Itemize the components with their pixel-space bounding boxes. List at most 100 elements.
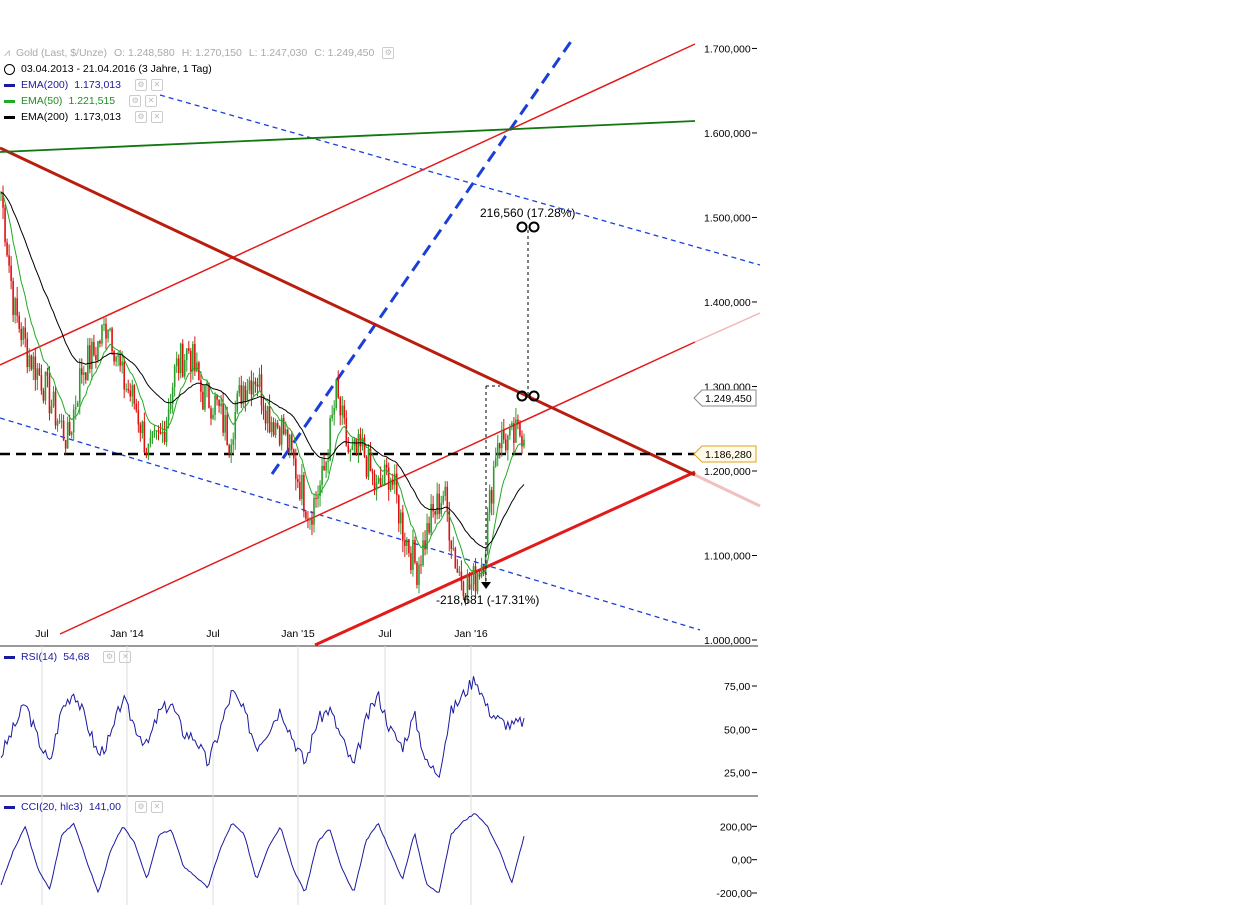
candle-body	[266, 406, 269, 424]
candle-body	[474, 566, 477, 592]
instrument-settings-button[interactable]: ⚙	[382, 47, 395, 59]
candle-body	[95, 355, 97, 361]
candle-body	[418, 564, 420, 585]
x-tick-label: Jan '14	[110, 628, 144, 640]
candle-body	[147, 443, 150, 455]
candle-body	[292, 449, 295, 459]
candle-body	[117, 355, 119, 357]
candle-body	[509, 426, 511, 436]
candle-body	[258, 374, 261, 387]
ema200-black-value: 1.173,013	[74, 111, 121, 123]
candle-body	[163, 431, 166, 442]
candle-body	[391, 479, 394, 485]
candle-body	[34, 356, 37, 380]
candle-body	[151, 431, 154, 439]
ema50-name: EMA(50)	[21, 95, 63, 107]
candle-body	[155, 430, 158, 432]
candle-body	[161, 431, 164, 434]
measure-down-arrow-icon	[481, 582, 491, 589]
cci-y-tick-label: -200,00	[716, 888, 752, 900]
candle-body	[202, 391, 204, 410]
candle-body	[248, 380, 251, 391]
level-price-value: 1.186,280	[705, 449, 752, 461]
candle-body	[127, 388, 130, 391]
candle-body	[64, 439, 67, 449]
candle-body	[305, 511, 307, 519]
candle-body	[315, 497, 317, 499]
candle-body	[200, 380, 202, 392]
dark-red-resistance-extension	[694, 473, 761, 508]
candle-body	[212, 414, 214, 419]
candle-body	[18, 315, 20, 329]
candle-body	[123, 361, 125, 390]
y-tick-label: 1.200,000	[704, 466, 751, 478]
candle-body	[107, 330, 109, 339]
candle-body	[214, 395, 216, 415]
ema200-black-swatch	[4, 115, 15, 119]
ema200-black-close-button[interactable]: ✕	[150, 111, 163, 123]
ema50-close-button[interactable]: ✕	[145, 95, 158, 107]
candle-body	[234, 412, 237, 440]
measure-up-marker-left	[516, 221, 528, 233]
candle-body	[299, 482, 301, 500]
ema200-blue-close-button[interactable]: ✕	[150, 79, 163, 91]
candle-body	[167, 408, 170, 421]
ema200-blue-settings-button[interactable]: ⚙	[134, 79, 147, 91]
level-price-tag: 1.186,280	[693, 445, 757, 463]
cci-y-tick-label: 200,00	[720, 821, 752, 833]
candle-body	[387, 467, 390, 490]
rsi-settings-button[interactable]: ⚙	[103, 651, 116, 663]
rsi-y-tick-label: 50,00	[724, 724, 750, 736]
y-tick-label: 1.000,000	[704, 635, 751, 647]
candle-body	[82, 372, 85, 375]
rsi-name: RSI(14)	[21, 651, 58, 663]
candle-body	[464, 596, 467, 599]
candle-body	[416, 562, 418, 585]
candle-body	[89, 345, 91, 369]
blue-dashed-steep-trend-line	[270, 39, 574, 475]
candle-body	[500, 429, 503, 449]
candle-body	[373, 473, 376, 491]
candle-body	[282, 418, 285, 435]
candle-body	[224, 414, 226, 433]
candle-body	[66, 422, 69, 449]
cci-close-button[interactable]: ✕	[150, 801, 163, 813]
candle-body	[507, 435, 509, 451]
candle-body	[519, 422, 521, 436]
ema200-line	[0, 192, 525, 549]
candle-body	[173, 365, 176, 388]
rsi-y-tick-label: 25,00	[724, 768, 750, 780]
candle-body	[54, 391, 57, 426]
cci-y-tick-label: 0,00	[732, 855, 753, 867]
x-tick-label: Jul	[35, 628, 48, 640]
candle-body	[87, 345, 89, 381]
candle-body	[26, 338, 29, 367]
candle-body	[389, 479, 392, 490]
candle-body	[103, 323, 105, 325]
rsi-value: 54,68	[63, 651, 90, 663]
candle-body	[303, 474, 305, 512]
candle-body	[198, 362, 200, 381]
candle-body	[196, 362, 198, 372]
candle-body	[157, 430, 160, 433]
candle-body	[244, 385, 247, 401]
candle-body	[99, 341, 101, 344]
candle-body	[381, 484, 384, 486]
candle-body	[131, 385, 134, 397]
red-middle-channel-line	[59, 341, 696, 635]
candle-body	[400, 512, 402, 524]
ema50-settings-button[interactable]: ⚙	[129, 95, 142, 107]
candle-body	[10, 265, 12, 281]
candle-body	[379, 478, 382, 486]
candle-body	[204, 385, 206, 410]
candle-body	[343, 405, 346, 419]
ema200-black-name: EMA(200)	[21, 111, 69, 123]
rsi-close-button[interactable]: ✕	[119, 651, 132, 663]
candle-body	[165, 420, 168, 442]
ema200-black-settings-button[interactable]: ⚙	[134, 111, 147, 123]
cci-settings-button[interactable]: ⚙	[134, 801, 147, 813]
candle-body	[430, 504, 432, 533]
candle-body	[93, 341, 95, 356]
candle-body	[256, 384, 259, 387]
